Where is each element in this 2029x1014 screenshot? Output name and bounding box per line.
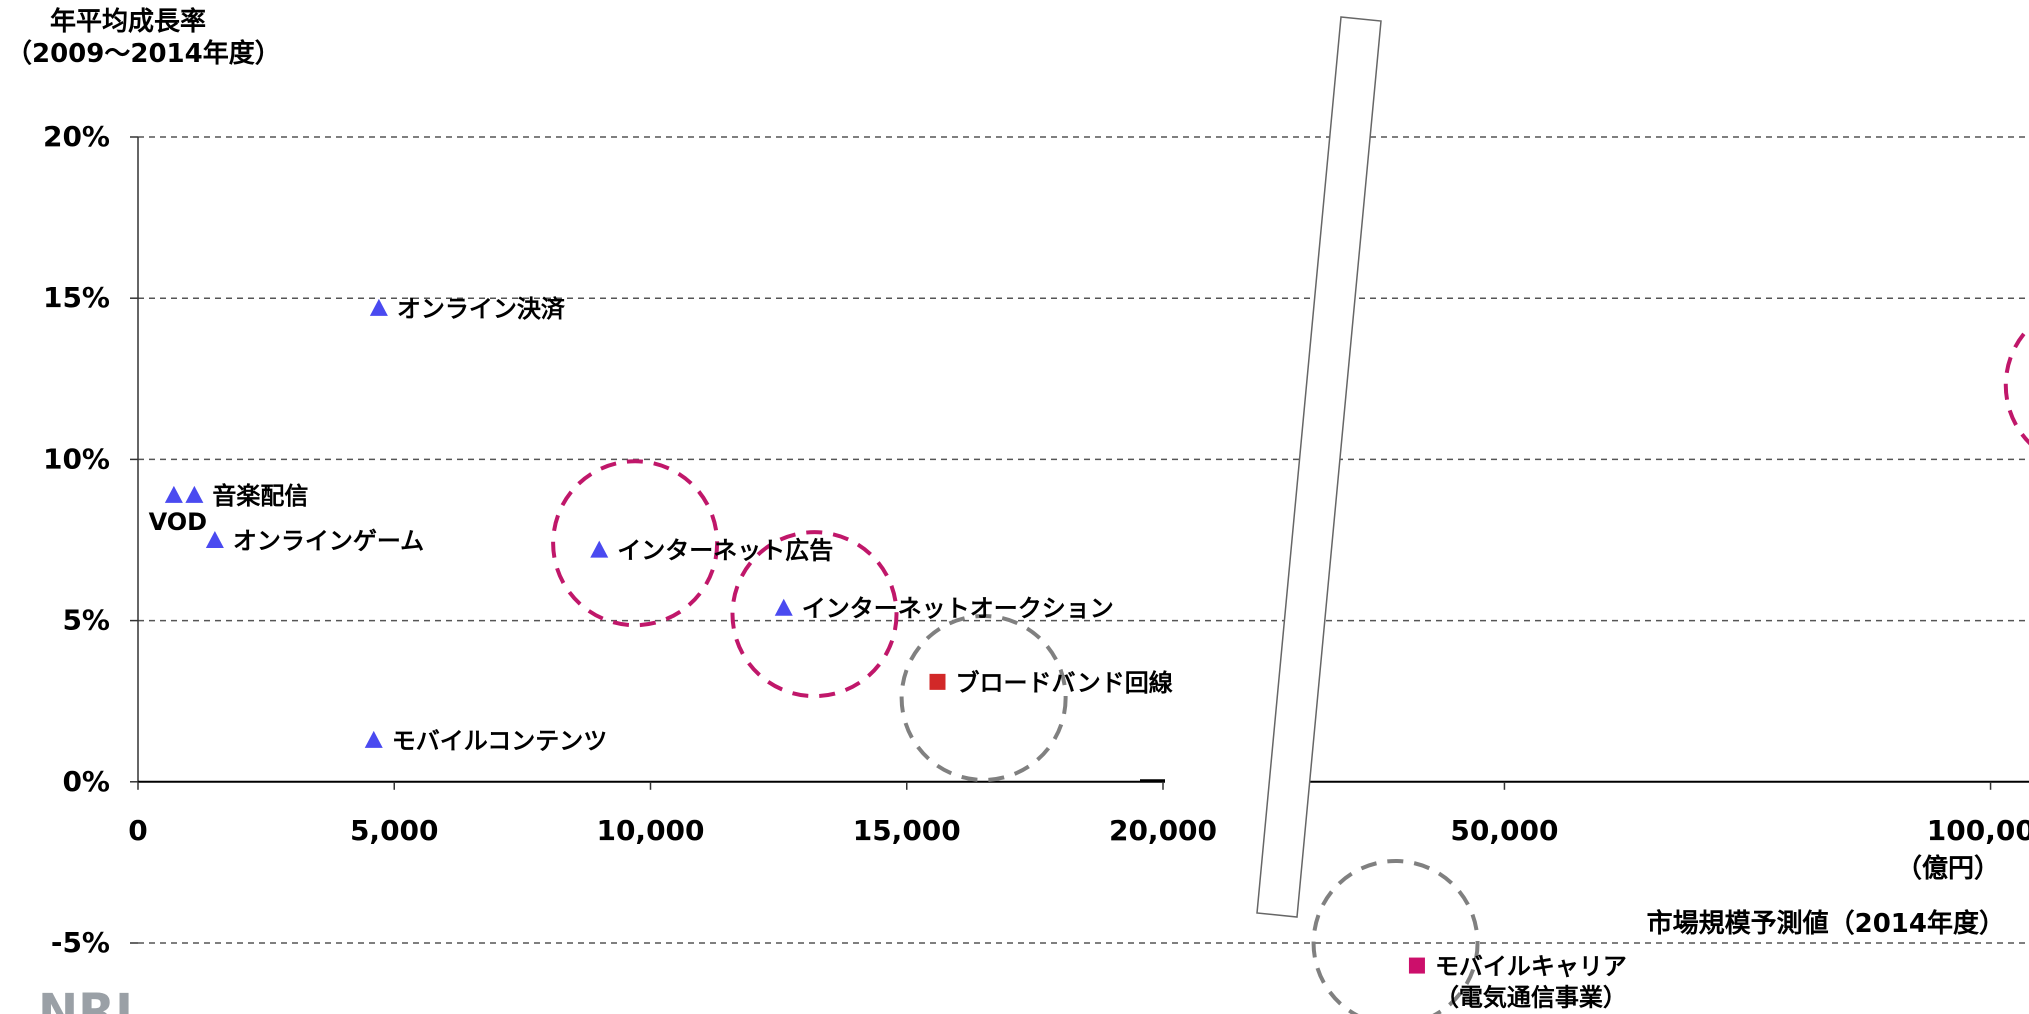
data-point-triangle [185,485,204,503]
x-tick-label: 15,000 [853,814,961,847]
data-point-triangle [774,598,793,616]
y-tick-label: 10% [43,442,110,475]
y-tick-label: 5% [62,604,110,637]
data-label: 音楽配信 [212,482,308,510]
highlight-circle [730,530,899,699]
data-point-triangle [205,531,224,548]
data-label: モバイルコンテンツ [392,727,608,755]
x-axis-unit: （億円） [1896,854,2000,884]
data-point-square [929,673,946,690]
highlight-circle [1311,859,1480,1014]
nri-logo: NRI [38,984,133,1014]
x-tick-label: 0 [128,814,147,847]
y-tick-label: 20% [43,120,110,153]
data-label: オンラインゲーム [233,527,424,555]
data-label: ブロードバンド回線 [956,669,1173,697]
data-label: インターネット広告 [617,537,833,565]
data-label: インターネットオークション [802,595,1114,623]
x-tick-label: 100,000 [1927,814,2029,847]
data-label: モバイルキャリア [1435,953,1627,981]
y-axis-title-line1: 年平均成長率 [50,7,207,37]
data-point-triangle [364,730,383,748]
x-tick-label: 20,000 [1109,814,1217,847]
data-point-square [1408,957,1425,974]
highlight-circle [2003,325,2029,446]
data-label: VOD [149,508,207,536]
data-label: オンライン決済 [397,295,566,323]
highlight-circle [899,613,1068,782]
x-axis-title: 市場規模予測値（2014年度） [1647,908,2005,939]
data-label: （電気通信事業） [1435,984,1627,1012]
axis-break-bar [1256,16,1382,918]
y-axis-title-line2: （2009～2014年度） [6,39,281,69]
y-tick-label: -5% [51,926,110,959]
data-point-triangle [164,485,183,503]
data-point-triangle [590,540,609,558]
x-tick-label: 10,000 [596,814,704,847]
highlight-circle [551,459,720,628]
y-tick-label: 0% [62,765,110,798]
x-tick-label: 5,000 [350,814,439,847]
x-tick-label: 50,000 [1450,814,1558,847]
y-tick-label: 15% [43,281,110,314]
data-point-triangle [369,298,388,316]
